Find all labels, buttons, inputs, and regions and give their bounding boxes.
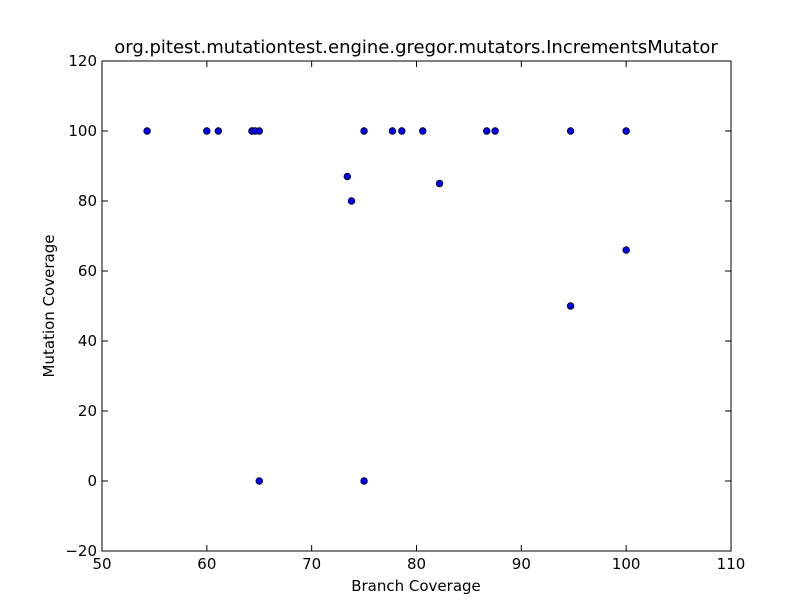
data-points-layer <box>143 127 630 485</box>
y-tick-label: 40 <box>78 332 97 350</box>
scatter-point <box>347 197 356 205</box>
y-tick-label: 80 <box>78 192 97 210</box>
scatter-point <box>203 127 211 135</box>
scatter-point <box>143 127 151 135</box>
scatter-point <box>255 477 263 485</box>
x-tick-label: 90 <box>512 555 531 573</box>
scatter-point <box>435 179 444 188</box>
scatter-point <box>491 127 499 135</box>
x-tick-label: 60 <box>197 555 216 573</box>
y-tick-label: 120 <box>68 52 97 70</box>
x-tick-label: 80 <box>407 555 426 573</box>
x-tick-label: 70 <box>302 555 321 573</box>
scatter-point <box>622 246 630 254</box>
scatter-point <box>622 127 630 135</box>
y-tick-label: 60 <box>78 262 97 280</box>
scatter-point <box>360 477 368 485</box>
x-tick-label: 50 <box>92 555 111 573</box>
y-axis-label: Mutation Coverage <box>40 235 58 378</box>
axis-ticks-layer: 50 60 70 80 90 100 110 −20 0 20 40 60 80 100 120 <box>65 52 745 573</box>
scatter-point <box>398 127 406 135</box>
x-tick-label: 100 <box>612 555 641 573</box>
y-tick-label: 20 <box>78 402 97 420</box>
scatter-point <box>483 127 491 135</box>
scatter-point <box>214 127 223 135</box>
plot-area-frame <box>101 60 732 552</box>
scatter-point <box>566 302 575 310</box>
y-tick-label: 0 <box>87 472 97 490</box>
y-tick-label: 100 <box>68 122 97 140</box>
x-axis-label: Branch Coverage <box>351 577 481 595</box>
scatter-point <box>255 127 263 135</box>
scatter-point <box>419 127 427 135</box>
scatter-point <box>343 172 352 181</box>
scatter-point <box>360 127 368 135</box>
y-tick-label: −20 <box>65 542 97 560</box>
scatter-point <box>388 127 397 135</box>
chart-title: org.pitest.mutationtest.engine.gregor.mu… <box>114 37 718 58</box>
x-tick-label: 110 <box>717 555 746 573</box>
scatter-point <box>566 127 575 135</box>
